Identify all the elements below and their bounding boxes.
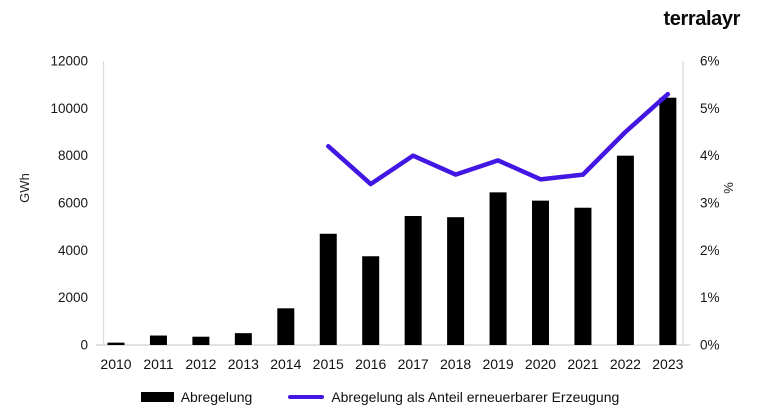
right-axis-tick-label: 1%	[700, 290, 720, 305]
right-axis-title: %	[721, 182, 736, 194]
right-axis-tick-label: 2%	[700, 243, 720, 258]
bar-2012	[192, 336, 210, 345]
right-axis-tick-label: 0%	[700, 338, 720, 353]
x-axis-tick-label: 2010	[100, 356, 131, 372]
bar-2018	[447, 217, 465, 345]
bar-2010	[107, 342, 125, 345]
x-axis-tick-label: 2011	[143, 356, 173, 372]
bar-2022	[616, 155, 634, 345]
left-axis-tick-label: 2000	[58, 290, 88, 305]
bar-2014	[277, 308, 295, 345]
x-axis-tick-label: 2015	[313, 356, 344, 372]
legend-label-anteil: Abregelung als Anteil erneuerbarer Erzeu…	[331, 389, 620, 405]
bar-2015	[319, 233, 337, 345]
x-axis-tick-label: 2021	[567, 356, 598, 372]
x-axis-tick-label: 2022	[610, 356, 641, 372]
left-axis-tick-label: 6000	[58, 196, 88, 211]
bar-2023	[659, 97, 677, 345]
bar-2021	[574, 207, 592, 345]
bar-2020	[532, 200, 549, 345]
left-axis-tick-label: 0	[80, 338, 88, 353]
left-axis-tick-label: 10000	[50, 101, 88, 116]
x-axis-tick-label: 2017	[398, 356, 429, 372]
x-axis-tick-label: 2018	[440, 356, 471, 372]
x-axis-tick-label: 2012	[185, 356, 216, 372]
right-axis-tick-label: 4%	[700, 148, 720, 163]
left-axis-tick-label: 12000	[50, 54, 88, 69]
bar-2019	[489, 192, 507, 345]
line-swatch	[288, 395, 325, 399]
x-axis-tick-label: 2013	[228, 356, 259, 372]
legend-item-anteil: Abregelung als Anteil erneuerbarer Erzeu…	[288, 390, 619, 404]
bar-2017	[404, 216, 422, 345]
x-axis-tick-label: 2023	[652, 356, 683, 372]
left-axis-tick-label: 4000	[58, 243, 88, 258]
left-axis-tick-label: 8000	[58, 148, 88, 163]
bar-2013	[234, 333, 252, 345]
terralayr-logo: terralayr	[663, 8, 741, 30]
right-axis-tick-label: 5%	[700, 101, 720, 116]
share-line	[326, 91, 671, 187]
legend-item-abregelung: Abregelung	[140, 389, 253, 405]
bar-swatch	[140, 392, 174, 402]
bar-2016	[362, 256, 380, 345]
legend: Abregelung Abregelung als Anteil erneuer…	[0, 386, 760, 408]
x-axis-tick-label: 2020	[525, 356, 556, 372]
x-axis-tick-label: 2019	[482, 356, 513, 372]
right-axis-tick-label: 6%	[700, 54, 720, 69]
x-axis-tick-label: 2014	[270, 356, 301, 372]
bar-2011	[149, 335, 167, 345]
left-axis-title: GWh	[17, 173, 32, 203]
right-axis-tick-label: 3%	[700, 196, 720, 211]
legend-label-abregelung: Abregelung	[180, 389, 253, 405]
x-axis-tick-label: 2016	[355, 356, 386, 372]
